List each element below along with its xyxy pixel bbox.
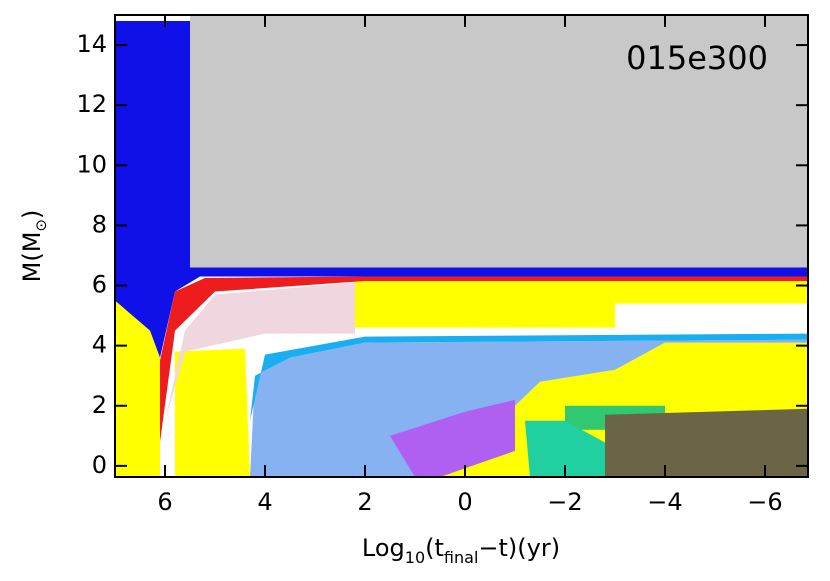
x-tick-label: 0 xyxy=(457,488,472,516)
x-tick-label: 6 xyxy=(157,488,172,516)
region xyxy=(355,279,808,328)
region xyxy=(390,399,515,477)
x-tick-label: −6 xyxy=(747,488,782,516)
y-tick-label: 12 xyxy=(76,90,107,118)
y-tick-label: 0 xyxy=(92,451,107,479)
y-label-part: M(M xyxy=(18,232,46,283)
x-tick-label: −2 xyxy=(547,488,582,516)
y-tick-label: 2 xyxy=(92,391,107,419)
y-tick-label: 8 xyxy=(92,210,107,238)
y-tick-label: 10 xyxy=(76,150,107,178)
x-label-part: (t xyxy=(425,534,444,562)
x-tick-label: −4 xyxy=(647,488,682,516)
region xyxy=(250,339,808,477)
region xyxy=(165,282,355,421)
plot-frame xyxy=(114,14,809,478)
region xyxy=(115,21,808,358)
region xyxy=(525,420,615,477)
region xyxy=(190,15,808,268)
axes: 6 4 2 0 −2 −4 −6 0 2 4 6 8 10 12 14 xyxy=(76,14,809,516)
x-tick-label: 2 xyxy=(357,488,372,516)
x-label-part: Log xyxy=(362,534,405,562)
y-tick-label: 4 xyxy=(92,331,107,359)
x-tick-label: 4 xyxy=(257,488,272,516)
x-label-part: final xyxy=(444,548,478,567)
y-label-part: ⊙ xyxy=(32,219,50,232)
annotation: 015e300 xyxy=(626,39,768,77)
y-tick-label: 6 xyxy=(92,271,107,299)
y-label-part: ) xyxy=(18,210,46,219)
y-axis-label: M(M⊙) xyxy=(18,210,50,283)
region xyxy=(175,348,250,477)
x-label-part: 10 xyxy=(405,548,425,567)
region xyxy=(605,408,808,477)
x-label-part: −t)(yr) xyxy=(478,534,560,562)
regions xyxy=(115,15,808,477)
y-tick-label: 14 xyxy=(76,30,107,58)
x-axis-label: Log10(tfinal−t)(yr) xyxy=(362,534,560,567)
